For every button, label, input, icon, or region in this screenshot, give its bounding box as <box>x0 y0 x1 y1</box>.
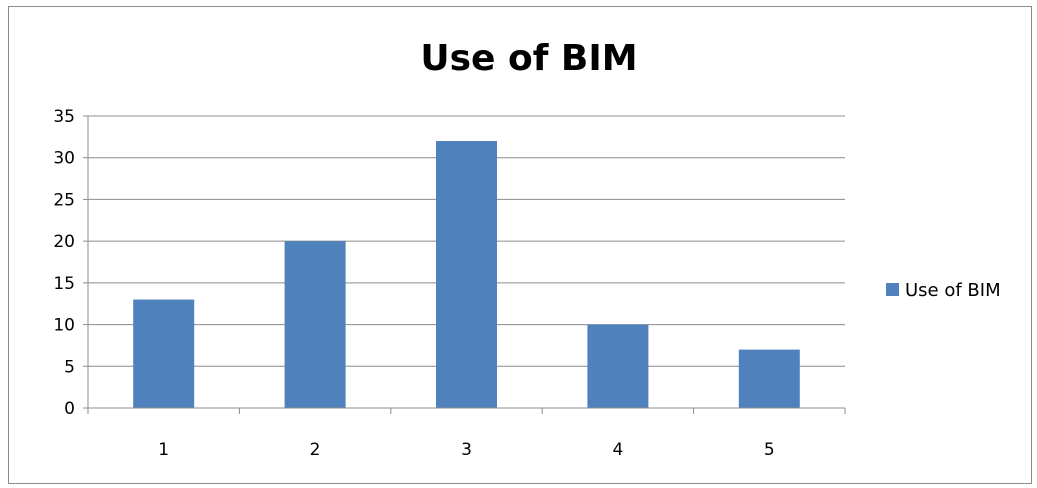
y-tick-label: 35 <box>53 107 75 127</box>
x-tick-label: 1 <box>158 440 169 460</box>
bar <box>436 141 497 408</box>
y-axis-ticks: 0 5 10 15 20 25 30 35 <box>53 107 88 419</box>
x-tick-label: 3 <box>461 440 472 460</box>
y-tick-label: 10 <box>53 316 75 336</box>
bar <box>284 241 346 408</box>
y-tick-label: 20 <box>53 232 75 252</box>
bar <box>133 299 195 408</box>
x-tick-label: 5 <box>764 440 775 460</box>
y-tick-label: 25 <box>53 190 75 210</box>
chart-title: Use of BIM <box>420 38 637 79</box>
x-axis-ticks: 1 2 3 4 5 <box>87 408 846 460</box>
x-tick-label: 4 <box>612 440 623 460</box>
y-tick-label: 15 <box>53 274 75 294</box>
y-tick-label: 5 <box>64 357 75 377</box>
bars <box>133 141 800 408</box>
y-tick-label: 30 <box>53 149 75 169</box>
y-tick-label: 0 <box>64 399 75 419</box>
legend: Use of BIM <box>886 280 1001 301</box>
legend-swatch <box>886 283 899 296</box>
x-tick-label: 2 <box>310 440 321 460</box>
legend-label: Use of BIM <box>905 280 1001 301</box>
bar <box>738 349 800 408</box>
bar <box>587 324 649 408</box>
axes <box>87 116 845 409</box>
